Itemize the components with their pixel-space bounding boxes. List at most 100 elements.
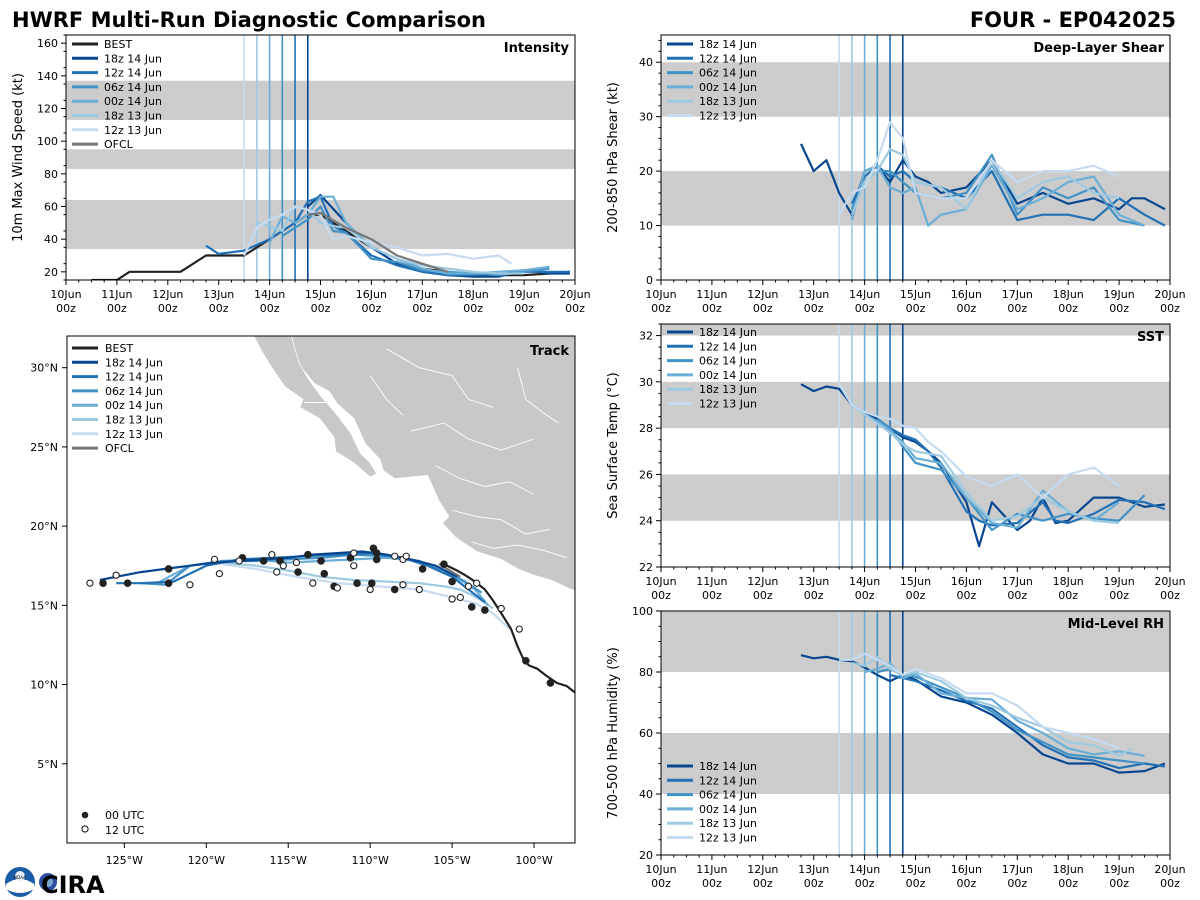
sst-xtick-label: 00z [1160, 589, 1180, 602]
track-marker-12utc [464, 582, 473, 590]
rh-ylabel: 700-500 hPa Humidity (%) [606, 647, 621, 819]
rh-xtick-label: 00z [1109, 877, 1129, 890]
shear-series-line [838, 120, 1120, 216]
track-marker-12utc [448, 595, 456, 603]
shear-ytick-label: 40 [639, 56, 653, 69]
shear-series-line [850, 164, 1145, 227]
track-marker-12utc [515, 625, 523, 633]
rh-panel-label: Mid-Level RH [1068, 617, 1164, 632]
shear-xtick-label: 14Jun [849, 288, 880, 301]
sst-legend-label: 06z 14 Jun [699, 355, 757, 368]
sst-panel-label: SST [1137, 330, 1164, 345]
sst-xtick-label: 00z [957, 589, 977, 602]
sst-series-line [851, 404, 1120, 525]
track-marker-00utc [164, 579, 173, 587]
rh-xtick-label: 17Jun [1002, 863, 1033, 876]
track-xtick-label: 125°W [106, 854, 143, 867]
rh-band [661, 611, 1170, 672]
intensity-xtick-label: 13Jun [203, 288, 234, 301]
intensity-ytick-label: 20 [44, 266, 58, 279]
rh-xtick-label: 00z [1007, 877, 1027, 890]
intensity-legend-label: 12z 14 Jun [104, 67, 162, 80]
sst-xtick-label: 19Jun [1104, 575, 1135, 588]
rh-panel: 2040608010010Jun00z11Jun00z12Jun00z13Jun… [606, 605, 1186, 890]
track-frame [66, 335, 576, 844]
track-marker-00utc [390, 585, 399, 594]
track-panel: 125°W 120°W 115°W 110°W 105°W 100°W 5°N 10°N 15°… [30, 335, 576, 867]
cira-logo-text: CIRA [41, 871, 105, 899]
track-marker-12utc [292, 558, 301, 567]
sst-xtick-label: 00z [651, 589, 671, 602]
shear-xtick-label: 00z [651, 302, 671, 315]
sst-xtick-label: 00z [1109, 589, 1129, 602]
cira-logo: CIRA [39, 871, 105, 899]
sst-xtick-label: 00z [753, 589, 773, 602]
track-xtick-label: 115°W [270, 854, 307, 867]
sst-band [661, 474, 1170, 521]
track-xtick-label: 105°W [433, 854, 470, 867]
sst-series-line [838, 383, 1120, 499]
rh-ytick-label: 80 [639, 666, 653, 679]
track-legend-00utc-label: 00 UTC [105, 809, 145, 822]
track-xtick-label: 110°W [351, 854, 388, 867]
sst-xtick-label: 14Jun [849, 575, 880, 588]
shear-xtick-label: 17Jun [1002, 288, 1033, 301]
track-legend-label: 06z 14 Jun [105, 385, 163, 398]
shear-xtick-label: 00z [753, 302, 773, 315]
track-marker-12utc [235, 557, 243, 565]
rh-xtick-label: 00z [855, 877, 875, 890]
mexico-mainland-landmass [291, 336, 575, 592]
rh-xtick-label: 20Jun [1154, 863, 1185, 876]
shear-xtick-label: 00z [855, 302, 875, 315]
shear-band [661, 62, 1170, 117]
rh-series-line [839, 652, 1120, 750]
sst-panel: 22242628303210Jun00z11Jun00z12Jun00z13Ju… [606, 323, 1186, 602]
sst-legend-label: 18z 13 Jun [699, 383, 757, 396]
intensity-xtick-label: 19Jun [509, 288, 540, 301]
sst-ytick-label: 32 [639, 330, 653, 343]
track-legend-12utc-label: 12 UTC [105, 824, 145, 837]
intensity-legend-label: BEST [104, 38, 132, 51]
track-marker-12utc [366, 585, 374, 594]
track-marker-12utc [456, 593, 464, 602]
shear-xtick-label: 15Jun [900, 288, 931, 301]
sst-xtick-label: 15Jun [900, 575, 931, 588]
track-marker-12utc [86, 579, 94, 587]
track-ytick-label: 15°N [30, 599, 58, 612]
sst-xtick-label: 17Jun [1002, 575, 1033, 588]
track-marker-12utc [473, 579, 481, 587]
intensity-ytick-label: 80 [44, 168, 58, 181]
track-marker-12utc [210, 555, 219, 564]
track-marker-00utc [304, 550, 312, 559]
intensity-xtick-label: 20Jun [559, 288, 590, 301]
track-line [99, 550, 458, 582]
intensity-xtick-label: 16Jun [356, 288, 387, 301]
intensity-ytick-label: 160 [37, 37, 58, 50]
rh-xtick-label: 00z [651, 877, 671, 890]
track-marker-12utc [415, 585, 423, 594]
sst-legend-label: 12z 13 Jun [699, 398, 757, 411]
state-border-line [410, 422, 535, 451]
sst-xtick-label: 00z [1007, 589, 1027, 602]
track-xtick-label: 100°W [515, 854, 552, 867]
figure-title: HWRF Multi-Run Diagnostic Comparison [12, 8, 486, 32]
rh-xtick-label: 14Jun [849, 863, 880, 876]
shear-legend-label: 12z 14 Jun [699, 52, 757, 65]
sst-xtick-label: 13Jun [798, 575, 829, 588]
track-legend-label: 18z 13 Jun [105, 414, 163, 427]
rh-xtick-label: 16Jun [951, 863, 982, 876]
sst-series-line [889, 427, 1166, 527]
track-legend-label: 18z 14 Jun [105, 356, 163, 369]
track-legend-12utc-marker [81, 825, 89, 833]
track-marker-12utc [350, 562, 358, 570]
rh-ytick-label: 60 [639, 727, 653, 740]
track-line [441, 563, 575, 694]
track-marker-00utc [320, 569, 329, 578]
rh-xtick-label: 00z [702, 877, 722, 890]
rh-plot-area [661, 611, 1170, 855]
track-marker-12utc [268, 550, 276, 559]
intensity-ytick-label: 40 [44, 233, 58, 246]
sst-ylabel: Sea Surface Temp (°C) [606, 372, 621, 519]
intensity-ytick-label: 140 [37, 70, 58, 83]
